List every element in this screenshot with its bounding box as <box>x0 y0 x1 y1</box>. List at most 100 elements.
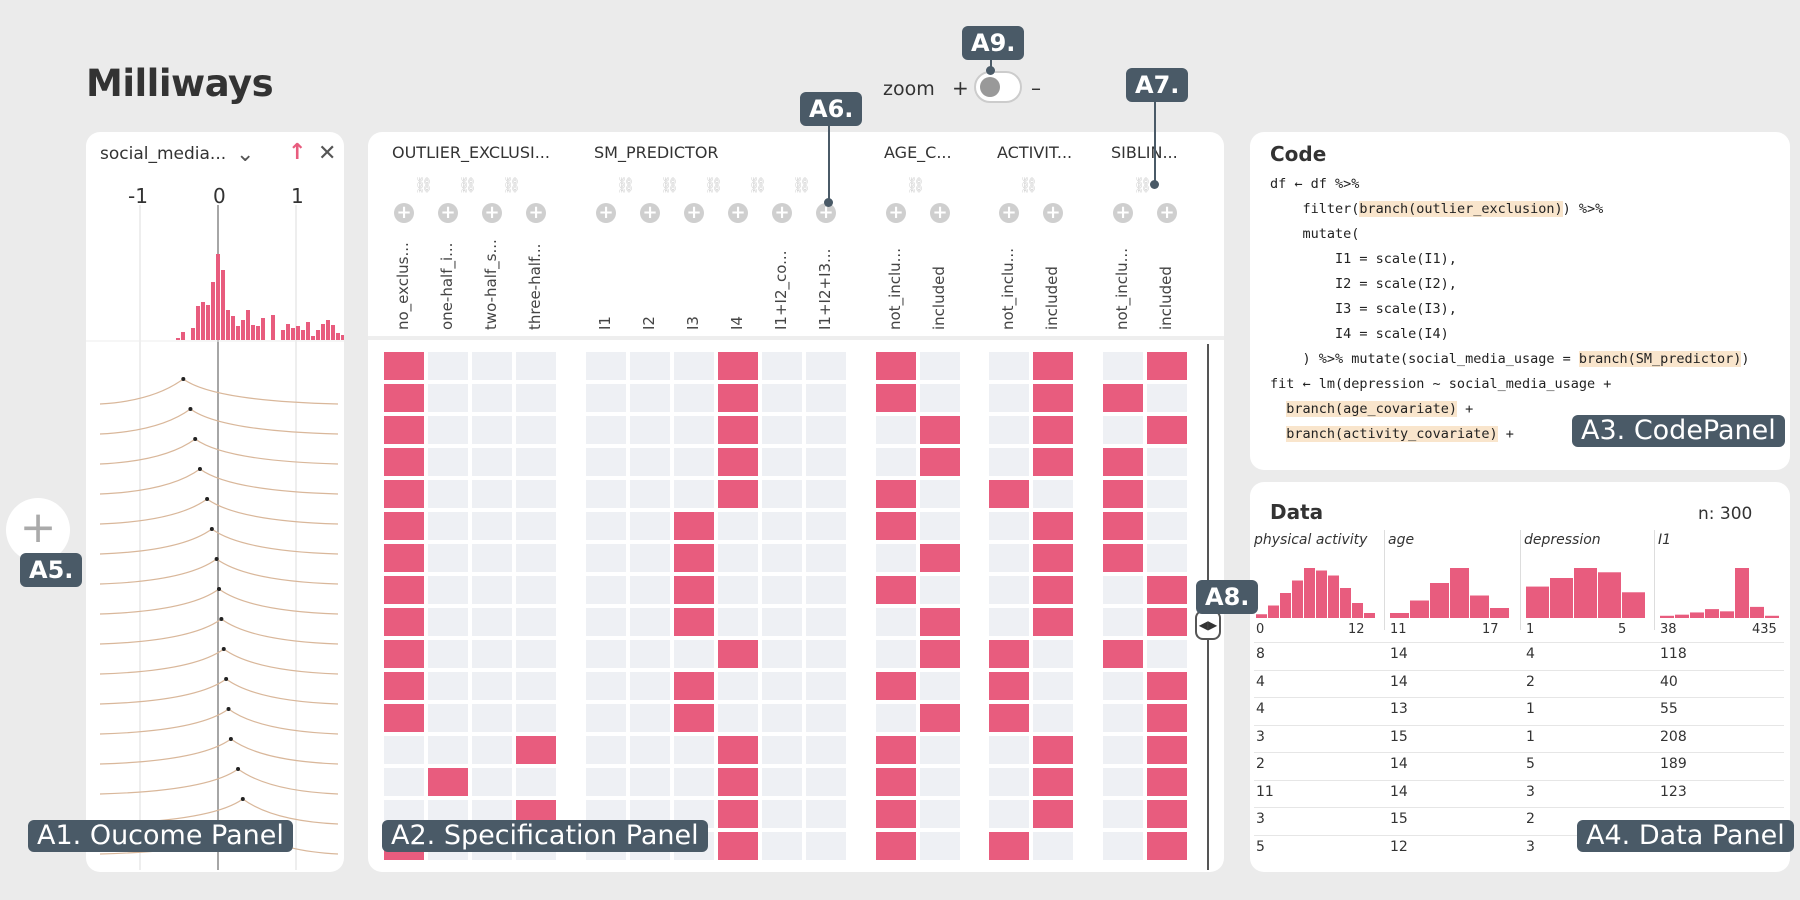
histogram-bar <box>1690 612 1704 618</box>
code-line: I3 = scale(I3), <box>1270 301 1457 317</box>
outcome-point <box>224 677 229 681</box>
histogram-bar <box>1328 575 1339 618</box>
code-line: fit ← lm(depression ~ social_media_usage… <box>1270 376 1611 392</box>
outcome-point <box>188 407 193 411</box>
sort-up-icon[interactable]: ↑ <box>288 140 307 165</box>
outcome-curve <box>99 648 339 675</box>
code-line: I4 = scale(I4) <box>1270 326 1449 342</box>
outcome-point <box>228 737 233 741</box>
axis-tick: -1 <box>128 184 148 208</box>
histogram-bar <box>1705 609 1719 618</box>
outcome-point <box>197 467 202 471</box>
data-cell: 14 <box>1390 646 1408 662</box>
histogram-bar <box>1256 614 1267 618</box>
callout-a1: A1. Oucome Panel <box>28 820 293 852</box>
outcome-point <box>240 797 245 801</box>
code-segment: branch(SM_predictor) <box>1578 351 1742 367</box>
histogram-bar <box>1292 580 1303 618</box>
add-outcome-button[interactable]: + <box>6 498 70 562</box>
chevron-down-icon[interactable]: ⌄ <box>236 142 255 167</box>
code-segment: branch(age_covariate) <box>1286 401 1457 417</box>
code-title: Code <box>1270 142 1327 166</box>
data-cell: 208 <box>1660 728 1687 745</box>
data-cell: 15 <box>1390 728 1408 745</box>
outcome-curve <box>99 408 339 435</box>
resize-handle-icon[interactable]: ◀▶ <box>1195 610 1221 640</box>
code-line: I1 = scale(I1), <box>1270 251 1457 267</box>
histogram-bar <box>341 335 344 340</box>
code-segment: I3 = scale(I3), <box>1270 301 1457 317</box>
outcome-curve <box>99 438 339 465</box>
close-icon[interactable]: ✕ <box>318 141 337 166</box>
code-line: branch(age_covariate) + <box>1270 401 1473 417</box>
histogram-bar <box>321 324 325 340</box>
outcome-point <box>221 647 226 651</box>
outcome-point <box>236 767 241 771</box>
histogram-bar <box>196 306 200 340</box>
range-min: 0 <box>1256 622 1265 637</box>
data-cell: 12 <box>1390 838 1408 855</box>
histogram-bar <box>1660 615 1674 618</box>
data-cell: 2 <box>1256 756 1265 772</box>
axis-tick: 0 <box>213 184 226 208</box>
range-min: 38 <box>1660 622 1677 637</box>
histogram-bar <box>1304 568 1315 618</box>
histogram-bar <box>176 338 180 340</box>
range-max: 5 <box>1618 622 1627 637</box>
outcome-point <box>219 617 224 621</box>
data-cell: 3 <box>1256 728 1265 745</box>
histogram-bar <box>326 320 330 340</box>
histogram-bar <box>271 315 275 340</box>
outcome-point <box>226 707 231 711</box>
histogram-bar <box>1622 592 1645 618</box>
histogram-bar <box>296 326 300 340</box>
callout-a3: A3. CodePanel <box>1572 415 1785 447</box>
outcome-point <box>217 587 221 591</box>
code-segment: mutate( <box>1270 226 1360 242</box>
outcome-curve <box>99 528 339 555</box>
histogram-bar <box>1526 586 1549 618</box>
data-column-header: depression <box>1524 532 1601 548</box>
outcome-point <box>193 437 198 441</box>
data-column-histogram <box>1390 568 1509 618</box>
data-cell: 1 <box>1526 728 1535 745</box>
app-title: Milliways <box>86 62 274 105</box>
outcome-curve <box>99 678 339 705</box>
histogram-bar <box>1410 600 1429 618</box>
zoom-out-button[interactable]: – <box>1031 76 1041 100</box>
data-cell: 55 <box>1660 701 1678 717</box>
zoom-in-button[interactable]: + <box>952 76 969 100</box>
histogram-bar <box>1550 578 1573 618</box>
histogram-bar <box>211 282 215 340</box>
outcome-curve <box>99 768 339 795</box>
histogram-bar <box>216 254 220 340</box>
data-cell: 123 <box>1660 783 1687 800</box>
data-column-header: age <box>1388 532 1415 548</box>
outcome-point <box>181 377 186 381</box>
code-segment: ) %>% mutate(social_media_usage = <box>1270 351 1579 367</box>
histogram-bar <box>226 310 230 340</box>
data-cell: 189 <box>1660 756 1687 772</box>
data-cell: 2 <box>1526 673 1535 690</box>
specification-panel <box>368 132 1224 872</box>
histogram-bar <box>201 302 205 340</box>
outcome-curve <box>99 468 339 495</box>
code-segment: fit ← lm(depression ~ social_media_usage… <box>1270 376 1612 392</box>
callout-a9: A9. <box>962 26 1025 60</box>
code-segment: branch(activity_covariate) <box>1286 426 1498 442</box>
histogram-bar <box>1268 605 1279 618</box>
data-cell: 1 <box>1526 701 1535 717</box>
outcome-point <box>205 497 210 501</box>
code-segment: I4 = scale(I4) <box>1270 326 1449 342</box>
data-cell: 4 <box>1256 673 1265 690</box>
outcome-point <box>209 527 214 531</box>
data-column-histogram <box>1256 568 1375 618</box>
zoom-toggle[interactable] <box>974 71 1022 103</box>
outcome-chart <box>86 205 344 870</box>
callout-a7: A7. <box>1126 68 1189 102</box>
histogram-bar <box>1390 613 1409 618</box>
callout-a4: A4. Data Panel <box>1577 820 1794 852</box>
outcome-variable-selector[interactable]: social_media... <box>100 144 227 164</box>
data-column-histogram <box>1660 568 1779 618</box>
histogram-bar <box>1675 614 1689 618</box>
